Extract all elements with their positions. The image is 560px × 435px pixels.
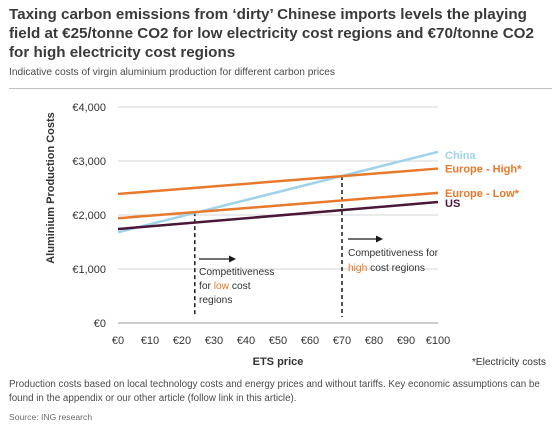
low-cost-arrow-head	[229, 255, 236, 263]
annotation-low-line1: Competitiveness	[199, 267, 274, 278]
chart-subtitle: Indicative costs of virgin aluminium pro…	[9, 67, 335, 78]
y-tick-label: €2,000	[72, 210, 106, 222]
x-tick-label: €30	[205, 335, 223, 347]
series-line-europe-high	[117, 167, 439, 196]
x-tick-label: €70	[333, 335, 351, 347]
annotation-low-prefix: for	[199, 281, 214, 292]
annotation-high-line1: Competitiveness for	[348, 248, 439, 259]
x-axis-title: ETS price	[253, 356, 304, 368]
annotation-low-cost: Competitiveness for low cost regions	[199, 267, 274, 306]
x-tick-label: €0	[112, 335, 124, 347]
svg-text:high cost regions: high cost regions	[348, 263, 425, 274]
series-lines	[117, 150, 439, 234]
x-tick-label: €60	[301, 335, 319, 347]
svg-text:for low cost: for low cost	[199, 281, 251, 292]
source-line: Source: ING research	[9, 412, 93, 422]
x-tick-label: €50	[269, 335, 287, 347]
x-tick-label: €20	[173, 335, 191, 347]
series-labels: China Europe - High* Europe - Low*US	[445, 150, 522, 210]
svg-text:regions: regions	[199, 295, 232, 306]
annotation-low-suffix: cost	[229, 281, 251, 292]
annotation-low-line3: regions	[199, 295, 232, 306]
chart-title: Taxing carbon emissions from ‘dirty’ Chi…	[9, 6, 534, 61]
y-axis-ticks: €0 €1,000 €2,000 €3,000 €4,000	[72, 102, 106, 330]
annotation-low-highlight: low	[214, 281, 230, 292]
svg-text:Competitiveness for: Competitiveness for	[348, 248, 439, 259]
series-label: Europe - Low*	[445, 188, 520, 200]
x-tick-label: €90	[397, 335, 415, 347]
y-tick-label: €1,000	[72, 264, 106, 276]
svg-text:Competitiveness: Competitiveness	[199, 267, 274, 278]
series-label: Europe - High*	[445, 164, 522, 176]
y-axis-title: Aluminium Production Costs	[45, 112, 57, 264]
x-tick-label: €80	[365, 335, 383, 347]
annotation-high-highlight: high	[348, 263, 367, 274]
y-tick-label: €4,000	[72, 102, 106, 114]
y-tick-label: €3,000	[72, 156, 106, 168]
electricity-costs-note: *Electricity costs	[472, 357, 546, 368]
annotation-high-suffix: cost regions	[367, 263, 425, 274]
annotation-high-cost: Competitiveness for high cost regions	[348, 248, 439, 274]
footnote: Production costs based on local technolo…	[9, 379, 540, 404]
x-tick-label: €100	[426, 335, 450, 347]
x-axis-ticks: €0 €10 €20 €30 €40 €50 €60 €70 €80 €90 €100	[112, 335, 450, 347]
series-line-china	[117, 150, 439, 234]
series-label: US	[445, 198, 460, 210]
header-divider	[9, 88, 552, 89]
x-tick-label: €40	[237, 335, 255, 347]
series-line-europe-low	[117, 191, 439, 220]
series-label: China	[445, 150, 476, 162]
series-line-us	[117, 200, 439, 231]
y-tick-label: €0	[94, 318, 106, 330]
x-tick-label: €10	[141, 335, 159, 347]
high-cost-arrow-head	[376, 235, 383, 243]
